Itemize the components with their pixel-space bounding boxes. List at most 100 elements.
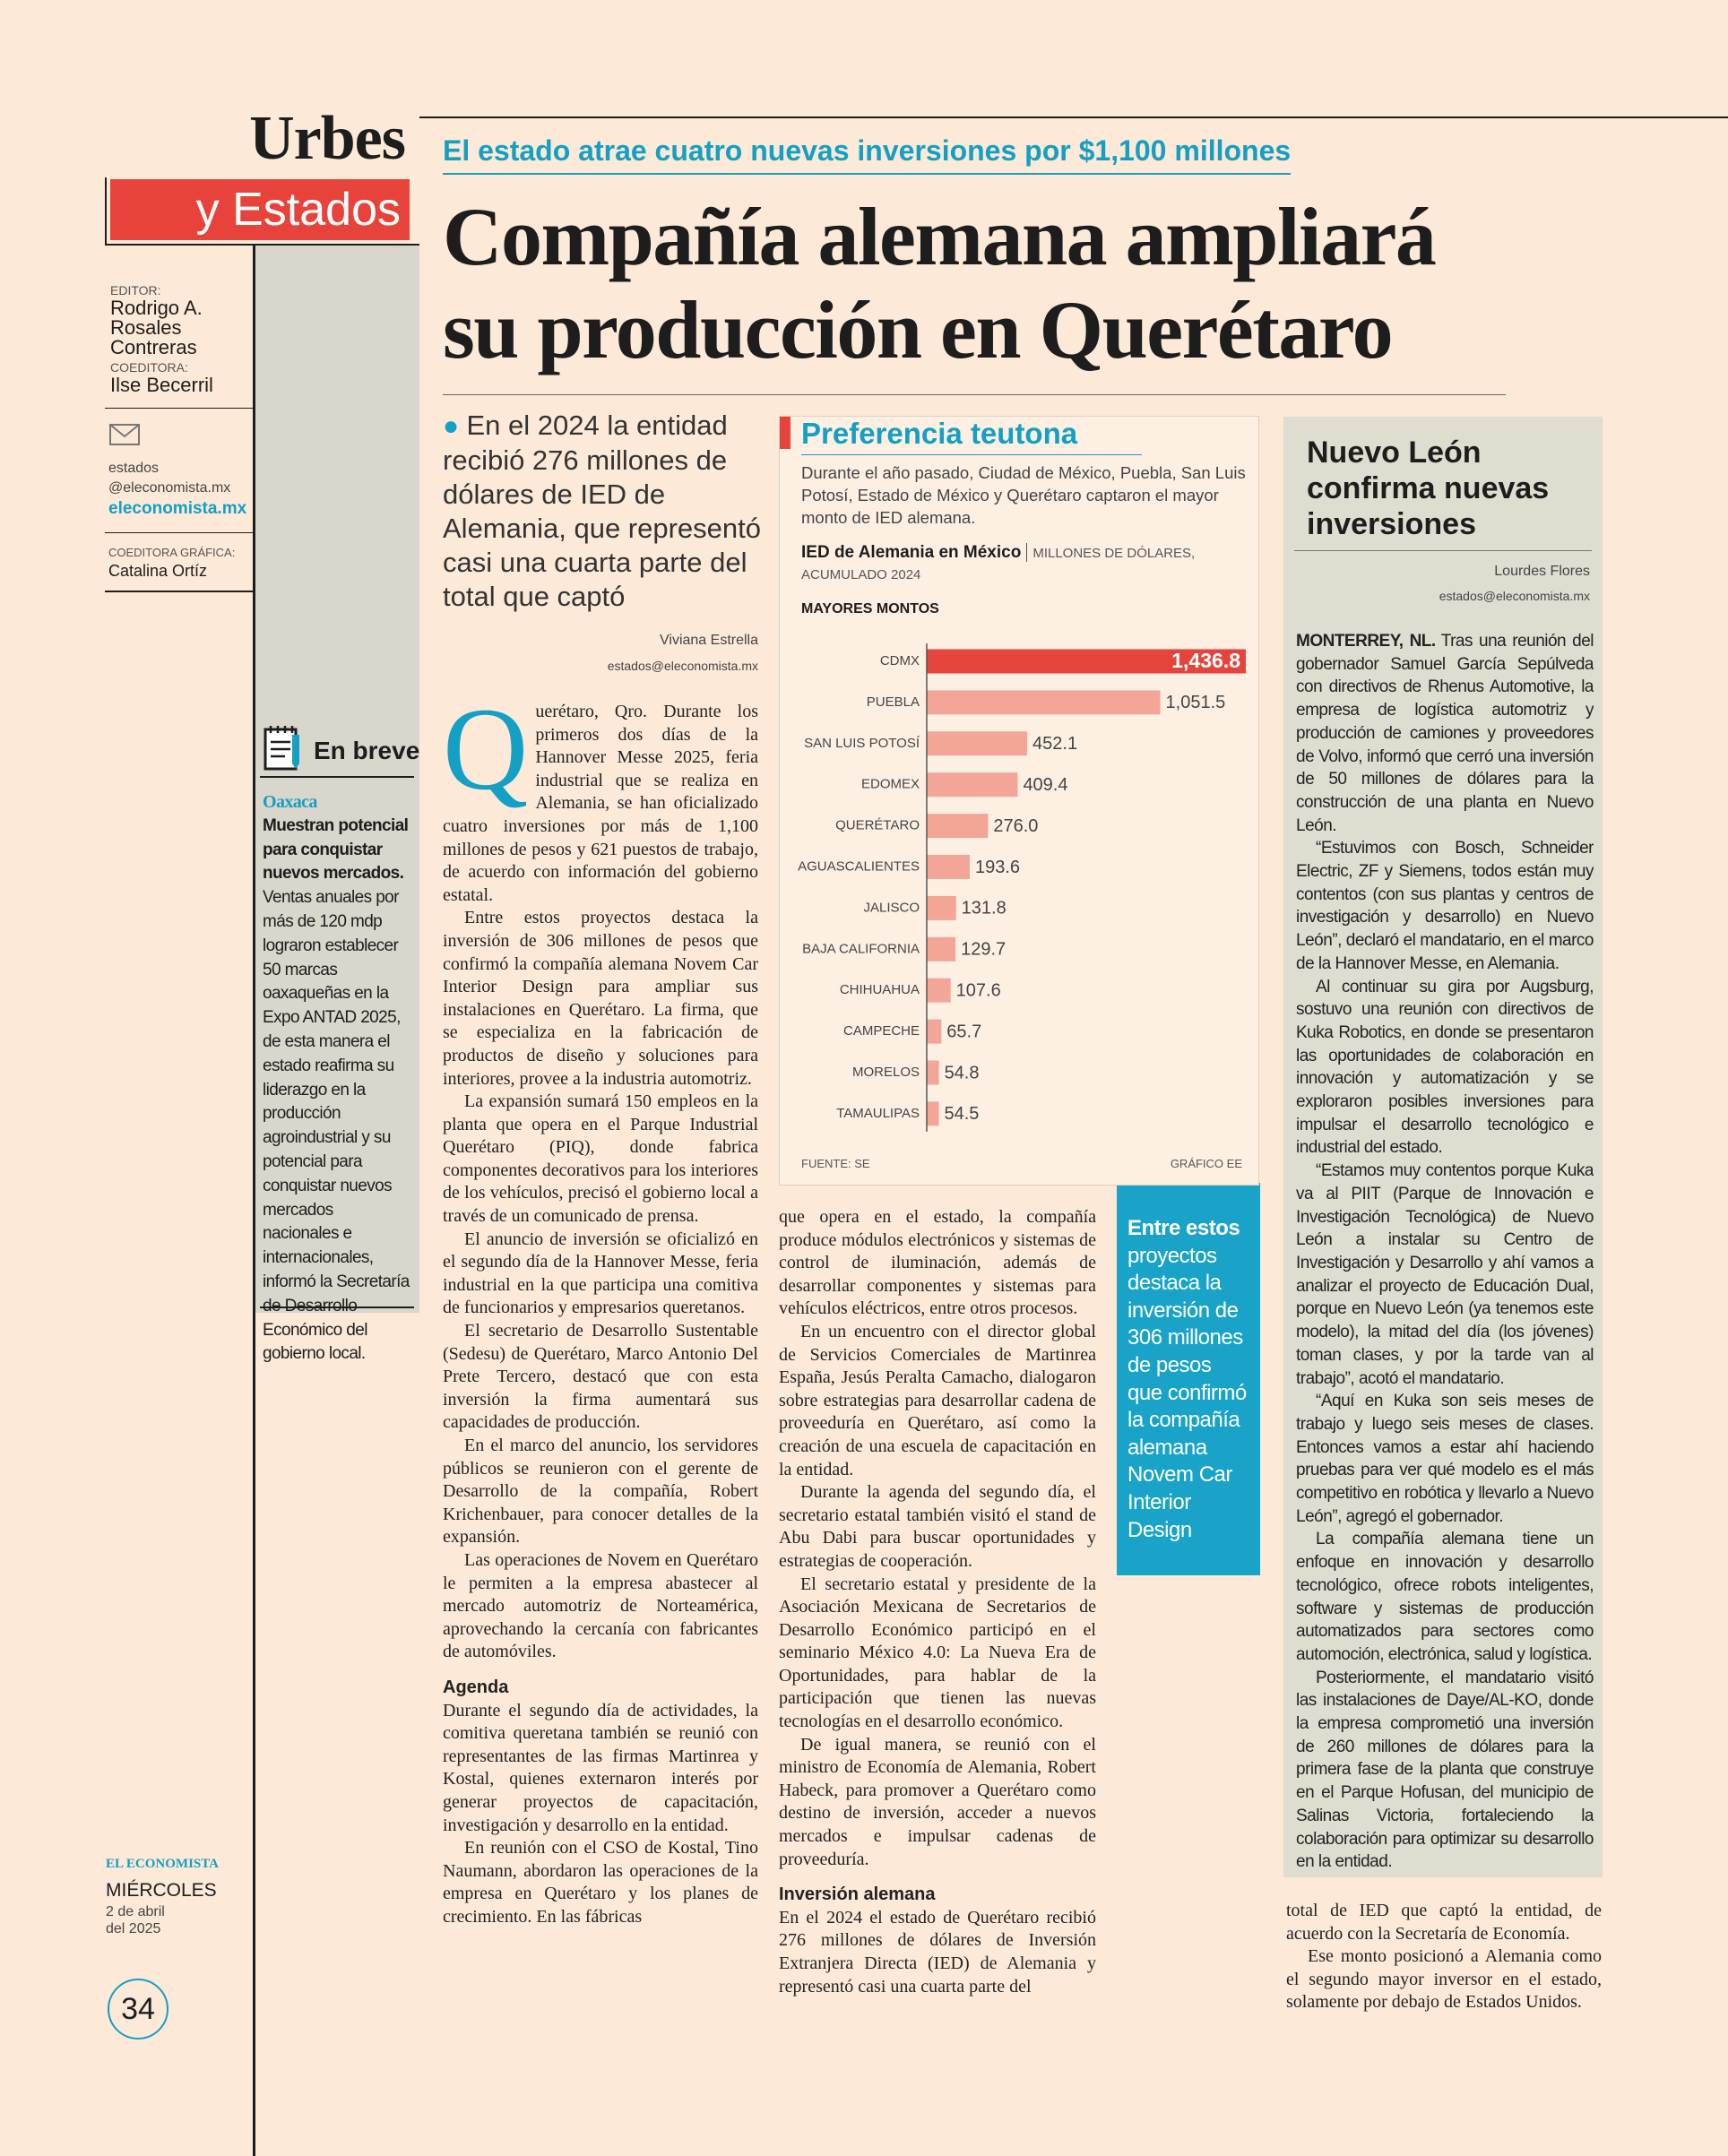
paragraph: Al continuar su gira por Augsburg, sostu… [1296,976,1594,1160]
footer-date: 2 de abril del 2025 [106,1904,165,1936]
mail-icon [109,424,140,445]
category-label: CDMX [880,653,920,668]
chart-marker [780,417,791,449]
article-deck: ● En el 2024 la entidad recibió 276 mill… [443,409,765,614]
chart-box: Preferencia teutona Durante el año pasad… [779,416,1259,1186]
paragraph: En el marco del anuncio, los servidores … [443,1436,758,1548]
bar [927,772,1018,798]
paragraph-text: Tras una reunión del gobernador Samuel G… [1296,632,1594,835]
bar [927,1101,939,1126]
mail-icon-body [109,424,140,445]
sidebar-story: Nuevo León confirma nuevas inversiones L… [1283,417,1603,1877]
value-label: 107.6 [956,980,1001,1000]
paragraph: Durante la agenda del segundo día, el se… [779,1482,1096,1571]
article-column: Querétaro, Qro. Durante los primeros dos… [443,701,758,2056]
chart-plot: CDMX 1,436.8 PUEBLA 1,051.5 SAN LUIS POTOSÍ 4… [798,643,1246,1132]
paragraph: “Estuvimos con Bosch, Schneider Electric… [1296,837,1594,975]
value-label: 129.7 [961,940,1006,960]
mail-icon-flap [109,424,140,438]
paragraph: La compañía alemana tiene un enfoque en … [1296,1528,1594,1666]
deck-bullet: ● [443,411,467,441]
value-label: 193.6 [975,858,1020,877]
masthead-side-rule [105,177,107,244]
brief-rule [260,776,414,778]
value-label: 65.7 [946,1022,981,1041]
paragraph: “Estamos muy contentos porque Kuka va al… [1296,1160,1594,1390]
staff-name: Catalina Ortíz [108,562,208,580]
category-label: EDOMEX [861,777,920,792]
article-author-email: estados@eleconomista.mx [607,659,758,673]
value-label: 131.8 [962,899,1007,918]
paragraph: En un encuentro con el director global d… [779,1321,1096,1479]
footer-brand: EL ECONOMISTA [106,1857,219,1871]
footer-weekday: MIÉRCOLES [106,1880,217,1901]
value-label: 452.1 [1032,734,1077,754]
section-title: Urbes [249,104,406,173]
paragraph-text: Al continuar su gira por Augsburg, sostu… [1296,977,1594,1158]
paragraph: Las operaciones de Novem en Querétaro le… [443,1549,758,1662]
staff-label: COEDITORA GRÁFICA: [108,546,236,559]
chart-credit: GRÁFICO EE [1170,1157,1242,1170]
subheading: Inversión alemana [779,1884,936,1905]
paragraph: Querétaro, Qro. Durante los primeros dos… [443,701,758,905]
bar [927,1060,939,1085]
paragraph: Durante el segundo día de actividades, l… [443,1700,758,1835]
article-kicker: El estado atrae cuatro nuevas inversione… [443,134,1292,175]
sidebar-body: MONTERREY, NL. Tras una reunión del gober… [1296,630,1594,1867]
paragraph: “Aquí en Kuka son seis meses de trabajo … [1296,1390,1594,1528]
chart-subtitle-block: IED de Alemania en México MILLONES DE DÓL… [801,542,1223,586]
value-label: 1,051.5 [1166,693,1226,712]
paragraph-text: “Estamos muy contentos porque Kuka va al… [1296,1161,1594,1388]
bar [927,936,956,962]
category-label: MORELOS [852,1065,920,1080]
deck-text: En el 2024 la entidad recibió 276 millon… [443,410,762,612]
category-label: PUEBLA [867,694,920,710]
pullquote: Entre estos proyectos destaca la inversi… [1117,1183,1260,1575]
brief-icon-lines [269,726,294,758]
staff-rule [105,408,254,409]
chart-label: MAYORES MONTOS [801,601,939,617]
subheading: Agenda [443,1677,509,1697]
staff-box: EDITOR: Rodrigo A. Rosales Contreras COE… [110,282,250,395]
article-column: total de IED que captó la entidad, de ac… [1286,1900,1602,2056]
paragraph: MONTERREY, NL. Tras una reunión del gober… [1296,630,1594,837]
value-label: 276.0 [993,816,1038,836]
bar [927,978,951,1003]
brief-icon-pencil [292,735,299,769]
article-author: Viviana Estrella [660,633,758,648]
chart-source: FUENTE: SE [801,1157,870,1170]
staff-site: eleconomista.mx [108,499,247,518]
bar [927,731,1028,756]
page-number: 34 [108,1979,168,2040]
chart-subtitle: IED de Alemania en México [801,543,1028,562]
category-label: QUERÉTARO [835,818,920,833]
bar [927,649,1246,674]
paragraph-text: “Aquí en Kuka son seis meses de trabajo … [1296,1392,1594,1526]
chart-description: Durante el año pasado, Ciudad de México,… [801,463,1246,527]
paragraph: que opera en el estado, la compañía prod… [779,1207,1096,1319]
article-headline: Compañía alemana ampliará su producción … [443,191,1437,375]
headline-rule [443,394,1506,395]
brief-icon [264,726,299,771]
paragraph-text: Posteriormente, el mandatario visitó las… [1296,1668,1594,1867]
sidebar-band [255,244,419,1313]
dateline: MONTERREY, NL. [1296,632,1436,651]
paragraph: Ese monto posicionó a Alemania como el s… [1286,1946,1602,2013]
staff-label: EDITOR: [110,283,161,298]
value-label: 54.5 [945,1104,980,1124]
graphics-box: COEDITORA GRÁFICA: Catalina Ortíz [108,545,252,581]
brief-heading: En breve [314,737,420,764]
category-label: SAN LUIS POTOSÍ [804,736,920,751]
article-column: que opera en el estado, la compañía prod… [779,1206,1096,2056]
category-label: BAJA CALIFORNIA [802,941,920,956]
category-label: CHIHUAHUA [840,982,920,997]
sidebar-headline: Nuevo León confirma nuevas inversiones [1307,436,1550,541]
brief-headline: Muestran potencial para conquistar nuevo… [263,815,409,884]
category-label: AGUASCALIENTES [798,858,920,874]
sidebar-vertical-rule [253,244,255,2156]
paragraph-text: “Estuvimos con Bosch, Schneider Electric… [1296,839,1594,973]
paragraph: El secretario estatal y presidente de la… [779,1574,1096,1732]
brief-body: Oaxaca Muestran potencial para conquista… [263,790,413,1367]
bar [927,855,970,879]
